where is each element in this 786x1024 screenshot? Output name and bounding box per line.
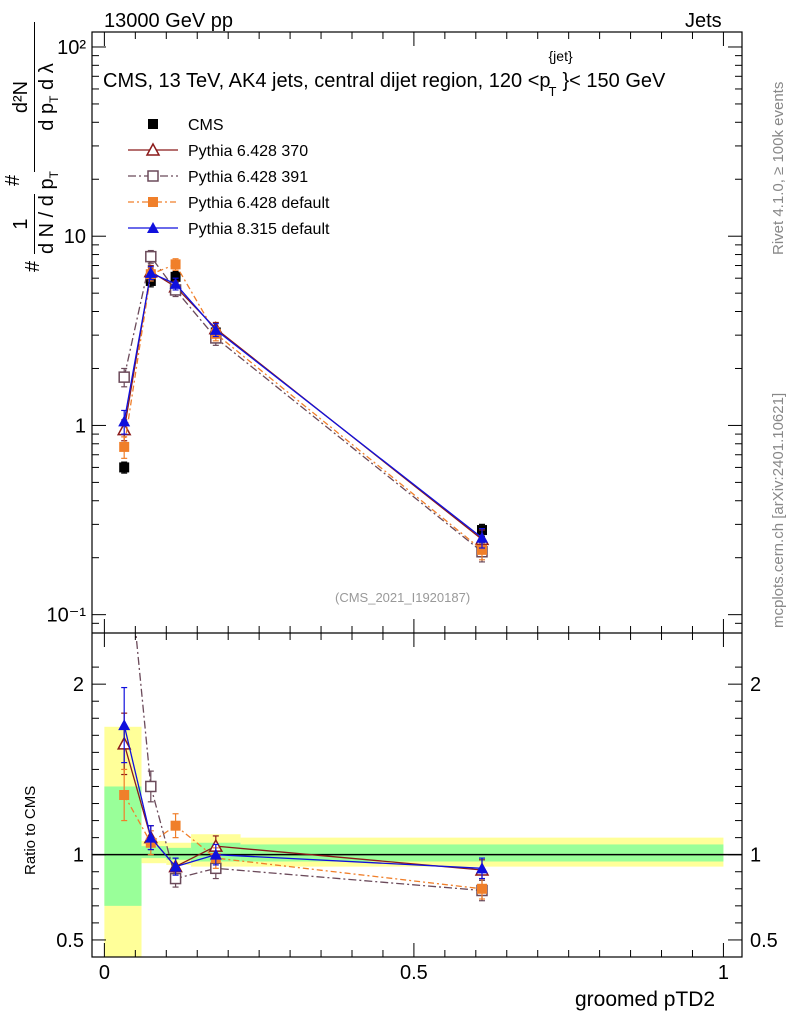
ratio-point <box>144 831 157 843</box>
main-point <box>170 259 181 270</box>
header-process: Jets <box>685 10 722 32</box>
legend-label: Pythia 6.428 391 <box>188 169 308 186</box>
ratio-point <box>145 780 157 793</box>
main-y-tick-label: 10² <box>57 37 86 59</box>
analysis-id: (CMS_2021_I1920187) <box>335 590 471 605</box>
legend-entry-pythia-6-428-default: Pythia 6.428 default <box>128 195 330 212</box>
legend-marker <box>148 197 158 207</box>
main-line <box>123 263 483 551</box>
main-point <box>477 544 487 555</box>
axes: 10⁻¹ 1 10 10² 0.5 0.5 1 1 2 2 0 0.5 1 <box>47 31 778 984</box>
plot-title-sup: {jet} <box>548 48 573 64</box>
legend-label: CMS <box>188 117 224 134</box>
main-series-pythia-8-315-default <box>118 266 488 549</box>
mcplots-source: mcplots.cern.ch [arXiv:2401.10621] <box>770 392 786 628</box>
legend-entry-cms: CMS <box>148 117 224 134</box>
main-point <box>144 266 157 278</box>
ratio-point <box>209 848 222 860</box>
main-point <box>169 277 182 289</box>
ratio-y-tick-label-left: 2 <box>73 674 84 696</box>
ratio-series-pythia-8-315-default <box>118 686 488 880</box>
main-y-axis-label: # 1 d N / d pT # d²N d pT d λ <box>2 22 66 272</box>
plot-title: CMS, 13 TeV, AK4 jets, central dijet reg… <box>103 48 666 99</box>
ratio-uncertainty-bands <box>92 726 742 957</box>
main-point <box>118 371 130 383</box>
legend-entry-pythia-8-315-default: Pythia 8.315 default <box>128 221 330 238</box>
main-y-tick-label: 1 <box>75 415 86 437</box>
main-series-pythia-6-428-default <box>119 258 487 561</box>
ratio-band-green-2 <box>166 847 192 860</box>
x-tick-label: 1 <box>718 962 729 984</box>
ratio-y-tick-label-right: 1 <box>750 845 761 867</box>
main-point <box>170 271 181 282</box>
ratio-point <box>477 883 487 894</box>
x-axis-label: groomed pTD2 <box>575 988 716 1011</box>
x-tick-label: 0 <box>99 962 110 984</box>
ratio-point <box>476 862 488 874</box>
header-energy: 13000 GeV pp <box>104 10 233 32</box>
ratio-y-tick-label-right: 0.5 <box>750 930 778 952</box>
legend-label: Pythia 6.428 default <box>188 195 330 212</box>
ratio-band-green-4 <box>240 844 724 862</box>
main-point <box>145 250 157 263</box>
main-panel-series <box>116 249 490 563</box>
legend-entry-pythia-6-428-391: Pythia 6.428 391 <box>128 169 308 186</box>
main-point <box>119 462 130 473</box>
ratio-y-axis-label: Ratio to CMS <box>22 785 39 875</box>
ratio-series-clipped <box>116 633 490 902</box>
legend: CMS Pythia 6.428 370 Pythia 6.428 391 Pythi… <box>128 117 330 238</box>
ratio-y-tick-label-left: 0.5 <box>56 930 84 952</box>
plot-frame <box>91 31 743 958</box>
legend-label: Pythia 6.428 370 <box>188 143 308 160</box>
plot-title-main: CMS, 13 TeV, AK4 jets, central dijet reg… <box>103 70 551 92</box>
plot-title-sub: T <box>548 84 557 99</box>
plot-title-tail: }< 150 GeV <box>562 70 666 92</box>
main-y-tick-label: 10⁻¹ <box>47 605 87 627</box>
ratio-point <box>170 820 181 831</box>
main-point <box>476 531 488 543</box>
legend-label: Pythia 8.315 default <box>188 221 330 238</box>
main-line <box>123 270 483 540</box>
legend-marker <box>147 170 159 182</box>
legend-marker <box>147 222 159 233</box>
ratio-point <box>169 860 182 872</box>
main-series-pythia-6-428-391 <box>118 249 488 563</box>
ratio-band-green-1 <box>141 846 167 859</box>
ratio-line <box>135 633 483 892</box>
main-y-tick-label: 10 <box>64 226 86 248</box>
main-point <box>119 441 130 452</box>
ratio-y-tick-label-left: 1 <box>73 845 84 867</box>
legend-marker <box>148 119 158 129</box>
rivet-version: Rivet 4.1.0, ≥ 100k events <box>770 81 786 255</box>
legend-marker <box>145 142 161 156</box>
ratio-panel-series <box>116 633 490 902</box>
ratio-point <box>118 719 131 731</box>
x-tick-label: 0.5 <box>400 962 428 984</box>
ratio-point <box>119 790 130 800</box>
ratio-band-green-0 <box>104 786 142 906</box>
ratio-y-tick-label-right: 2 <box>750 674 761 696</box>
main-point <box>118 415 131 427</box>
legend-entry-pythia-6-428-370: Pythia 6.428 370 <box>128 142 308 160</box>
main-point <box>209 323 222 335</box>
